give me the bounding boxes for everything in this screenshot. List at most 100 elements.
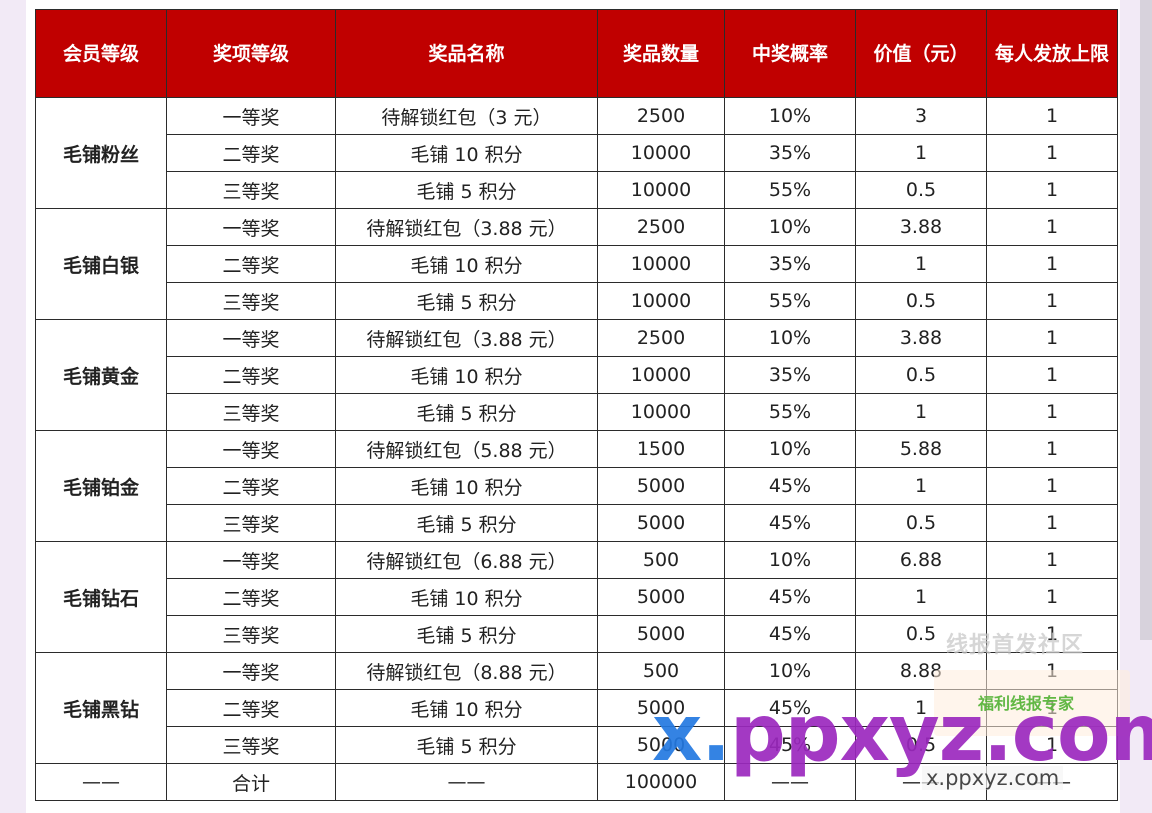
- member-level-cell: 毛铺铂金: [35, 430, 167, 542]
- probability-cell: 55%: [724, 282, 856, 320]
- total-cell: 合计: [166, 763, 336, 801]
- quantity-cell: 10000: [597, 245, 725, 283]
- quantity-cell: 5000: [597, 504, 725, 542]
- header-prize-quantity: 奖品数量: [597, 9, 725, 98]
- prize-name-cell: 毛铺 10 积分: [335, 689, 598, 727]
- probability-cell: 10%: [724, 652, 856, 690]
- award-level-cell: 二等奖: [166, 245, 336, 283]
- quantity-cell: 2500: [597, 319, 725, 357]
- member-level-cell: 毛铺黄金: [35, 319, 167, 431]
- limit-cell: 1: [986, 541, 1118, 579]
- limit-cell: 1: [986, 578, 1118, 616]
- value-cell: 1: [855, 467, 987, 505]
- table-row: 二等奖 毛铺 10 积分 10000 35% 1 1: [36, 134, 1118, 172]
- quantity-cell: 5000: [597, 615, 725, 653]
- value-cell: 1: [855, 578, 987, 616]
- award-level-cell: 二等奖: [166, 467, 336, 505]
- limit-cell: 1: [986, 504, 1118, 542]
- header-member-level: 会员等级: [35, 9, 167, 98]
- prize-table: 会员等级 奖项等级 奖品名称 奖品数量 中奖概率 价值（元） 每人发放上限 毛铺…: [35, 9, 1118, 801]
- quantity-cell: 10000: [597, 282, 725, 320]
- prize-name-cell: 待解锁红包（3.88 元）: [335, 319, 598, 357]
- prize-name-cell: 毛铺 10 积分: [335, 134, 598, 172]
- probability-cell: 55%: [724, 171, 856, 209]
- probability-cell: 45%: [724, 689, 856, 727]
- prize-name-cell: 毛铺 10 积分: [335, 356, 598, 394]
- award-level-cell: 一等奖: [166, 97, 336, 135]
- watermark-logo-x: x.: [652, 689, 731, 779]
- watermark-community-text: 线报首发社区: [946, 633, 1085, 658]
- table-row: 毛铺铂金 一等奖 待解锁红包（5.88 元） 1500 10% 5.88 1: [35, 430, 1118, 542]
- probability-cell: 45%: [724, 504, 856, 542]
- quantity-cell: 1500: [597, 430, 725, 468]
- watermark-url: x.ppxyz.com: [922, 766, 1064, 790]
- table-row: 二等奖 毛铺 10 积分 10000 35% 1 1: [36, 245, 1118, 283]
- member-level-cell: 毛铺钻石: [35, 541, 167, 653]
- award-level-cell: 二等奖: [166, 356, 336, 394]
- watermark-badge: [934, 670, 1130, 736]
- quantity-cell: 500: [597, 541, 725, 579]
- value-cell: 5.88: [855, 430, 987, 468]
- quantity-cell: 5000: [597, 689, 725, 727]
- award-level-cell: 三等奖: [166, 393, 336, 431]
- table-row: 三等奖 毛铺 5 积分 5000 45% 0.5 1: [36, 726, 1118, 764]
- value-cell: 3.88: [855, 319, 987, 357]
- value-cell: 0.5: [855, 171, 987, 209]
- table-row: 三等奖 毛铺 5 积分 10000 55% 0.5 1: [36, 282, 1118, 320]
- award-level-cell: 三等奖: [166, 615, 336, 653]
- prize-name-cell: 毛铺 5 积分: [335, 393, 598, 431]
- limit-cell: 1: [986, 356, 1118, 394]
- limit-cell: 1: [986, 171, 1118, 209]
- award-level-cell: 一等奖: [166, 208, 336, 246]
- prize-name-cell: 毛铺 10 积分: [335, 578, 598, 616]
- quantity-cell: 10000: [597, 134, 725, 172]
- watermark-badge-label: 福利线报专家: [978, 694, 1075, 713]
- prize-name-cell: 毛铺 10 积分: [335, 467, 598, 505]
- value-cell: 1: [855, 245, 987, 283]
- award-level-cell: 三等奖: [166, 171, 336, 209]
- limit-cell: 1: [986, 282, 1118, 320]
- probability-cell: 35%: [724, 134, 856, 172]
- prize-name-cell: 待解锁红包（8.88 元）: [335, 652, 598, 690]
- value-cell: 1: [855, 134, 987, 172]
- member-level-cell: 毛铺粉丝: [35, 97, 167, 209]
- limit-cell: 1: [986, 319, 1118, 357]
- total-cell: ——: [724, 763, 856, 801]
- table-row: 毛铺钻石 一等奖 待解锁红包（6.88 元） 500 10% 6.88 1: [35, 541, 1118, 653]
- total-cell: 100000: [597, 763, 725, 801]
- quantity-cell: 2500: [597, 97, 725, 135]
- limit-cell: 1: [986, 245, 1118, 283]
- value-cell: 0.5: [855, 615, 987, 653]
- limit-cell: 1: [986, 393, 1118, 431]
- prize-name-cell: 毛铺 5 积分: [335, 282, 598, 320]
- probability-cell: 10%: [724, 97, 856, 135]
- header-row: 会员等级 奖项等级 奖品名称 奖品数量 中奖概率 价值（元） 每人发放上限: [35, 9, 1118, 98]
- probability-cell: 10%: [724, 430, 856, 468]
- header-prize-name: 奖品名称: [335, 9, 598, 98]
- probability-cell: 10%: [724, 319, 856, 357]
- header-win-probability: 中奖概率: [724, 9, 856, 98]
- probability-cell: 55%: [724, 393, 856, 431]
- value-cell: 3: [855, 97, 987, 135]
- table-row: 三等奖 毛铺 5 积分 10000 55% 1 1: [36, 393, 1118, 431]
- table-row: 毛铺黄金 一等奖 待解锁红包（3.88 元） 2500 10% 3.88 1: [35, 319, 1118, 431]
- quantity-cell: 500: [597, 652, 725, 690]
- table-row: 三等奖 毛铺 5 积分 10000 55% 0.5 1: [36, 171, 1118, 209]
- award-level-cell: 二等奖: [166, 689, 336, 727]
- prize-name-cell: 待解锁红包（6.88 元）: [335, 541, 598, 579]
- table-row: 二等奖 毛铺 10 积分 10000 35% 0.5 1: [36, 356, 1118, 394]
- value-cell: 3.88: [855, 208, 987, 246]
- quantity-cell: 5000: [597, 578, 725, 616]
- probability-cell: 45%: [724, 615, 856, 653]
- probability-cell: 35%: [724, 245, 856, 283]
- limit-cell: 1: [986, 430, 1118, 468]
- quantity-cell: 2500: [597, 208, 725, 246]
- prize-name-cell: 毛铺 5 积分: [335, 171, 598, 209]
- award-level-cell: 一等奖: [166, 541, 336, 579]
- award-level-cell: 一等奖: [166, 652, 336, 690]
- award-level-cell: 二等奖: [166, 134, 336, 172]
- prize-name-cell: 待解锁红包（5.88 元）: [335, 430, 598, 468]
